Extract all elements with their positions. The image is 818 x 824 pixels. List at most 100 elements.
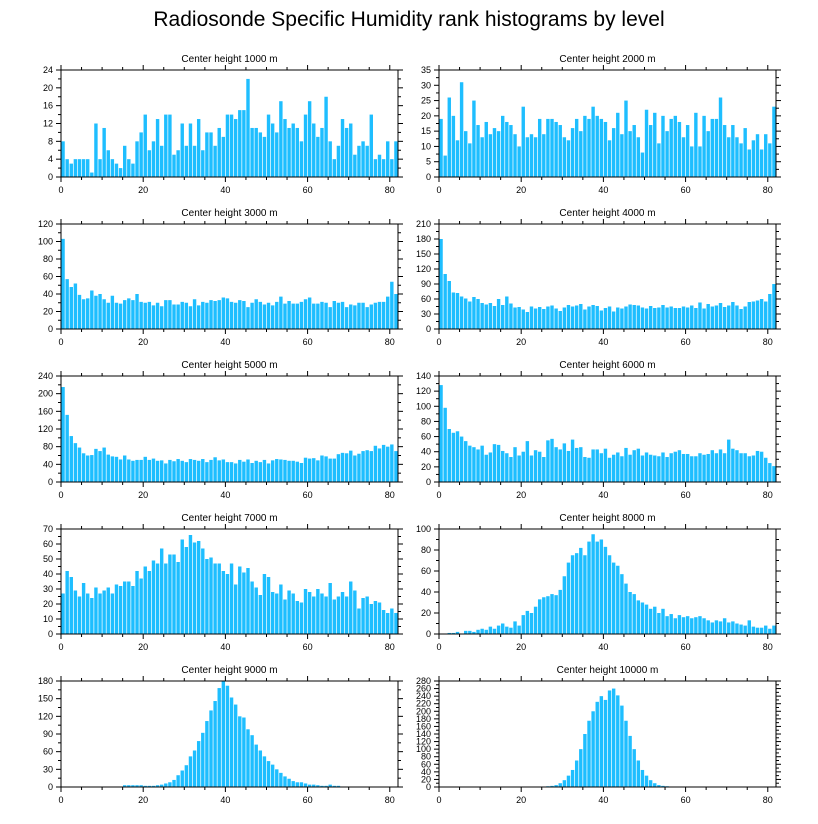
histogram-bar: [172, 779, 176, 787]
y-tick-label: 20: [43, 599, 53, 609]
histogram-bar: [213, 301, 217, 329]
histogram-bar: [139, 785, 143, 787]
histogram-bar: [114, 584, 119, 634]
histogram-bar: [295, 601, 300, 634]
histogram-bar: [546, 596, 550, 634]
x-tick-label: 20: [138, 337, 148, 347]
chart-panel: Center height 2000 m 0 20 40 60 80 0 5 10 15 20 25 3…: [421, 54, 781, 195]
histogram-bar: [653, 308, 657, 329]
y-tick-label: 0: [48, 629, 53, 639]
histogram-bar: [246, 729, 250, 787]
histogram-bar: [369, 304, 373, 329]
histogram-bar: [312, 303, 316, 329]
histogram-bar: [94, 448, 98, 482]
histogram-bar: [529, 613, 534, 634]
histogram-bar: [764, 301, 768, 329]
histogram-bar: [574, 118, 579, 177]
x-tick-label: 0: [58, 337, 63, 347]
histogram-bar: [718, 449, 723, 482]
histogram-bar: [718, 97, 723, 177]
histogram-bar: [747, 456, 751, 482]
histogram-bar: [698, 453, 702, 482]
x-tick-label: 40: [598, 642, 608, 652]
x-tick-label: 0: [436, 337, 441, 347]
histogram-bar: [694, 456, 698, 482]
histogram-bar: [706, 131, 710, 177]
histogram-bar: [554, 308, 558, 329]
histogram-bar: [201, 459, 205, 482]
histogram-bar: [262, 304, 267, 329]
histogram-bar: [768, 463, 772, 482]
histogram-bar: [155, 302, 160, 329]
histogram-bar: [246, 568, 250, 634]
chart-panel: Center height 5000 m 0 20 40 60 80 0 40 80 120 160…: [38, 360, 403, 500]
histogram-bar: [500, 115, 505, 177]
histogram-bar: [648, 454, 653, 482]
histogram-bar: [328, 141, 332, 177]
histogram-bar: [295, 461, 300, 482]
histogram-bar: [176, 304, 180, 329]
histogram-bar: [620, 308, 624, 329]
histogram-bar: [192, 542, 197, 634]
histogram-bar: [476, 299, 480, 329]
histogram-bar: [213, 563, 217, 634]
histogram-bar: [443, 407, 447, 482]
histogram-bar: [464, 131, 468, 177]
histogram-bar: [690, 618, 694, 634]
histogram-bar: [731, 448, 735, 482]
histogram-bar: [525, 137, 530, 177]
x-tick-label: 0: [58, 185, 63, 195]
histogram-bar: [673, 115, 678, 177]
x-tick-label: 60: [681, 795, 691, 805]
panel-title: Center height 7000 m: [181, 513, 277, 524]
y-tick-label: 20: [421, 774, 431, 784]
histogram-bar: [727, 137, 731, 177]
histogram-bar: [316, 785, 320, 787]
panel-title: Center height 9000 m: [181, 665, 277, 676]
histogram-bar: [665, 131, 669, 177]
y-tick-label: 60: [421, 759, 431, 769]
histogram-bar: [225, 574, 230, 634]
x-tick-label: 40: [598, 185, 608, 195]
histogram-bar: [168, 459, 172, 482]
histogram-bar: [644, 109, 649, 177]
histogram-bar: [390, 281, 394, 329]
histogram-bar: [205, 462, 209, 482]
x-tick-label: 80: [385, 185, 395, 195]
x-tick-label: 80: [385, 490, 395, 500]
histogram-bar: [500, 623, 505, 634]
histogram-bar: [151, 458, 156, 482]
histogram-bar: [735, 450, 739, 482]
histogram-bar: [702, 454, 706, 482]
histogram-bar: [316, 589, 320, 634]
histogram-bar: [118, 459, 123, 482]
histogram-bar: [106, 150, 110, 177]
histogram-bar: [254, 744, 258, 787]
histogram-bar: [69, 577, 73, 634]
histogram-bar: [349, 581, 353, 634]
histogram-bar: [180, 301, 184, 329]
y-tick-label: 160: [416, 721, 431, 731]
histogram-bar: [344, 596, 349, 634]
histogram-bar: [213, 145, 217, 177]
histogram-bar: [270, 460, 275, 482]
histogram-bar: [155, 785, 160, 787]
x-tick-label: 80: [385, 642, 395, 652]
histogram-bar: [143, 114, 147, 177]
histogram-bar: [102, 299, 106, 329]
panel-title: Center height 1000 m: [181, 54, 277, 65]
histogram-bar: [127, 459, 131, 482]
chart-panel: Center height 9000 m 0 20 40 60 80 0 30 60 90 120 1…: [38, 665, 403, 805]
histogram-bar: [172, 304, 176, 329]
histogram-bar: [673, 618, 678, 634]
y-tick-label: 80: [421, 752, 431, 762]
histogram-bar: [636, 760, 641, 787]
y-tick-label: 90: [421, 279, 431, 289]
histogram-bar: [262, 136, 267, 177]
histogram-bar: [168, 114, 172, 177]
histogram-bar: [266, 114, 271, 177]
y-tick-label: 30: [43, 584, 53, 594]
histogram-bar: [221, 571, 226, 634]
histogram-bar: [747, 302, 751, 329]
histogram-bar: [69, 163, 73, 177]
